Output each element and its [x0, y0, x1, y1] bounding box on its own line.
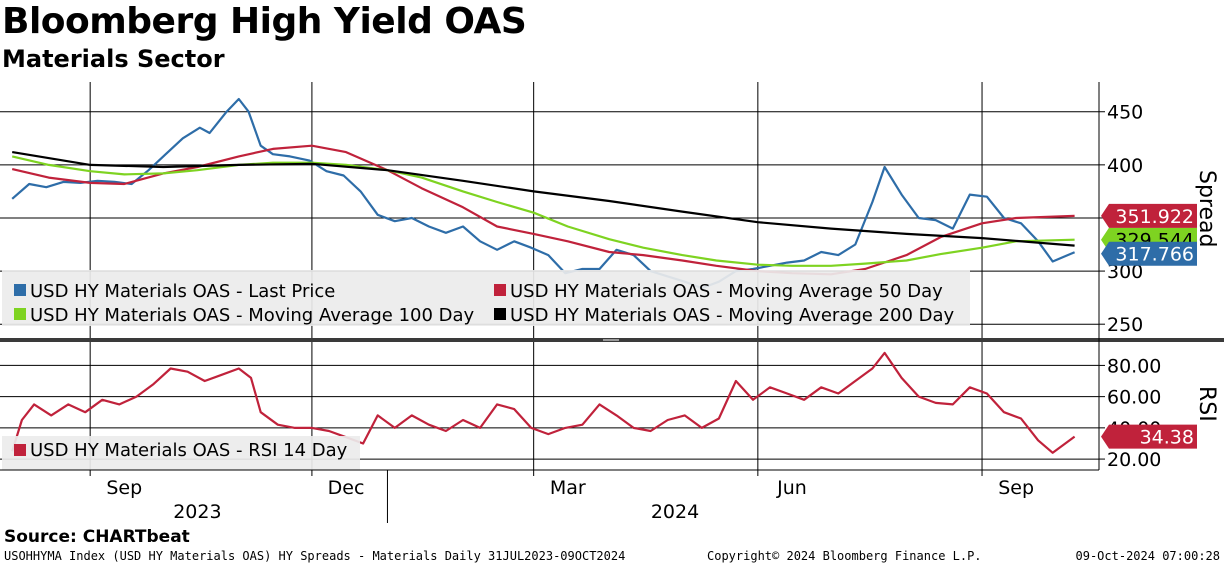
series-line-rsi — [11, 351, 1076, 454]
series-line-last_price — [11, 97, 1076, 290]
rsi-y-tick-label: 80.00 — [1107, 355, 1161, 377]
legend-label-rsi: USD HY Materials OAS - RSI 14 Day — [30, 440, 348, 461]
rsi-y-tick-label: 60.00 — [1107, 387, 1161, 409]
x-tick-label-month: Mar — [550, 477, 586, 499]
x-tick-label-month: Jun — [776, 477, 807, 499]
spread-series — [11, 97, 1076, 290]
rsi-y-tick-label: 20.00 — [1107, 449, 1161, 471]
rsi-legend-bg — [2, 436, 360, 470]
source-note: Source: CHARTbeat — [4, 527, 190, 547]
legend-swatch-ma100 — [14, 308, 26, 320]
legend-swatch-last-price — [14, 284, 26, 296]
spread-axis-label: Spread — [1194, 170, 1219, 247]
last-value-tag-rsi: 34.38 — [1101, 424, 1197, 449]
footer-timestamp: 09-Oct-2024 07:00:28 — [1075, 549, 1221, 563]
chart-title: Bloomberg High Yield OAS — [2, 1, 527, 42]
tag-bg — [1101, 241, 1197, 266]
spread-legend-bg — [2, 270, 970, 326]
legend-swatch-ma50 — [494, 284, 506, 296]
x-tick-label-year: 2024 — [651, 501, 699, 523]
spread-y-tick-label: 300 — [1107, 261, 1143, 283]
legend-swatch-ma200 — [494, 308, 506, 320]
legend-label-ma100: USD HY Materials OAS - Moving Average 10… — [30, 305, 475, 326]
panel-divider-grip[interactable] — [603, 339, 619, 341]
rsi-series — [11, 351, 1076, 454]
tag-value: 351.922 — [1115, 206, 1194, 228]
last-value-tag-ma50: 351.922 — [1101, 203, 1197, 228]
spread-y-tick-label: 400 — [1107, 155, 1143, 177]
tag-value: 317.766 — [1115, 244, 1194, 266]
spread-y-tick-label: 250 — [1107, 314, 1143, 336]
footer-index-info: USOHHYMA Index (USD HY Materials OAS) HY… — [4, 549, 626, 563]
rsi-legend: USD HY Materials OAS - RSI 14 Day — [2, 436, 360, 470]
legend-label-ma200: USD HY Materials OAS - Moving Average 20… — [510, 305, 955, 326]
legend-swatch-rsi — [14, 444, 26, 456]
footer-copyright: Copyright© 2024 Bloomberg Finance L.P. — [707, 549, 982, 563]
chart-subtitle: Materials Sector — [2, 45, 225, 73]
legend-label-last-price: USD HY Materials OAS - Last Price — [30, 281, 335, 302]
tag-bg — [1101, 424, 1197, 449]
spread-y-tick-label: 450 — [1107, 102, 1143, 124]
spread-legend: USD HY Materials OAS - Last Price USD HY… — [2, 270, 970, 326]
tag-value: 34.38 — [1140, 427, 1194, 449]
x-axis-ticks: Sep Dec Mar Jun Sep 2023 2024 — [89, 470, 1034, 523]
legend-label-ma50: USD HY Materials OAS - Moving Average 50… — [510, 281, 943, 302]
series-line-ma200 — [12, 151, 1075, 247]
x-tick-label-month: Sep — [998, 477, 1034, 499]
x-tick-label-month: Sep — [106, 477, 142, 499]
rsi-axis-label: RSI — [1194, 386, 1219, 422]
last-value-tag-last_price: 317.766 — [1101, 241, 1197, 266]
tag-bg — [1101, 203, 1197, 228]
series-line-ma50 — [11, 144, 1075, 276]
x-tick-label-month: Dec — [328, 477, 365, 499]
x-tick-label-year: 2023 — [173, 501, 221, 523]
series-line-ma100 — [11, 155, 1075, 267]
